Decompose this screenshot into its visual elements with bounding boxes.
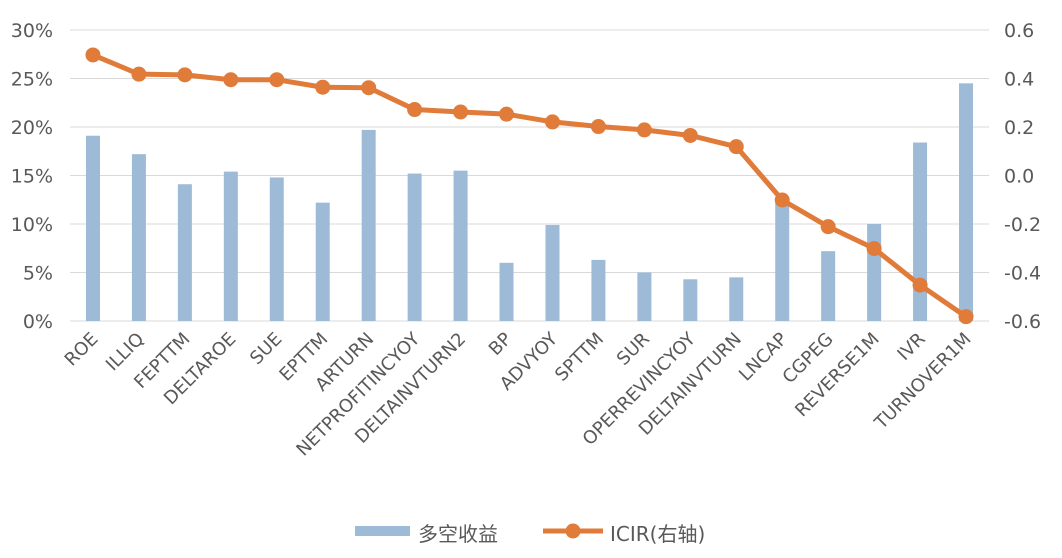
x-tick-label: SUR [613, 329, 654, 370]
bar [407, 173, 422, 321]
line-point [85, 47, 101, 63]
y-right-tick-label: -0.6 [1004, 311, 1041, 333]
line-point [499, 106, 515, 122]
line-series [85, 47, 974, 325]
legend-line-marker [565, 523, 581, 539]
line-point [958, 309, 974, 325]
bar [683, 279, 698, 321]
line-point [131, 66, 147, 82]
bar [545, 224, 560, 321]
bar [223, 171, 238, 321]
bar [315, 202, 330, 321]
y-left-tick-label: 0% [23, 311, 53, 333]
bar [131, 154, 146, 321]
y-right-tick-label: -0.4 [1004, 263, 1041, 285]
x-tick-label: SUE [246, 329, 286, 369]
legend-bar-swatch [355, 526, 410, 536]
y-left-tick-label: 15% [11, 166, 53, 188]
y-left-tick-label: 5% [23, 263, 53, 285]
line-point [590, 119, 606, 135]
bar-series [85, 83, 974, 321]
bar [177, 184, 192, 321]
bar [867, 224, 882, 321]
y-left-tick-label: 20% [11, 117, 53, 139]
y-left-tick-label: 10% [11, 214, 53, 236]
line-point [636, 122, 652, 138]
line-point [315, 79, 331, 95]
line-point [361, 80, 377, 96]
y-right-tick-label: 0.0 [1004, 166, 1034, 188]
y-right-tick-label: 0.4 [1004, 69, 1034, 91]
bar [361, 129, 376, 321]
x-tick-label: SPTTM [551, 329, 608, 386]
bar [499, 262, 514, 321]
y-axis-right: -0.6 -0.4 -0.2 0.0 0.2 0.4 0.6 [1004, 20, 1041, 333]
y-axis-left: 0% 5% 10% 15% 20% 25% 30% [11, 20, 53, 333]
line-point [682, 127, 698, 143]
legend-line-label: ICIR(右轴) [610, 522, 705, 546]
y-left-tick-label: 25% [11, 69, 53, 91]
y-right-tick-label: 0.2 [1004, 117, 1034, 139]
line-point [912, 277, 928, 293]
x-tick-label: BP [485, 329, 516, 360]
line-point [728, 139, 744, 155]
line-point [866, 240, 882, 256]
line-point [407, 102, 423, 118]
bar [959, 83, 974, 321]
x-tick-label: IVR [893, 329, 929, 365]
bar [637, 272, 652, 321]
bar [775, 200, 790, 321]
line-point [544, 114, 560, 130]
line-point [774, 192, 790, 208]
legend: 多空收益 ICIR(右轴) [355, 522, 705, 546]
legend-bar-label: 多空收益 [418, 522, 498, 546]
x-tick-label: ROE [61, 329, 103, 371]
y-left-tick-label: 30% [11, 20, 53, 42]
bar [821, 251, 836, 321]
bar [729, 277, 744, 321]
bar [913, 142, 928, 321]
line-point [820, 219, 836, 235]
line-point [269, 72, 285, 88]
bar [453, 170, 468, 321]
line-point [177, 67, 193, 83]
bar [269, 177, 284, 321]
gridlines [70, 29, 989, 322]
bar [85, 135, 100, 321]
line-point [223, 72, 239, 88]
bar [591, 259, 606, 321]
y-right-tick-label: 0.6 [1004, 20, 1034, 42]
y-right-tick-label: -0.2 [1004, 214, 1041, 236]
icir-line [92, 52, 968, 319]
line-point [453, 104, 469, 120]
